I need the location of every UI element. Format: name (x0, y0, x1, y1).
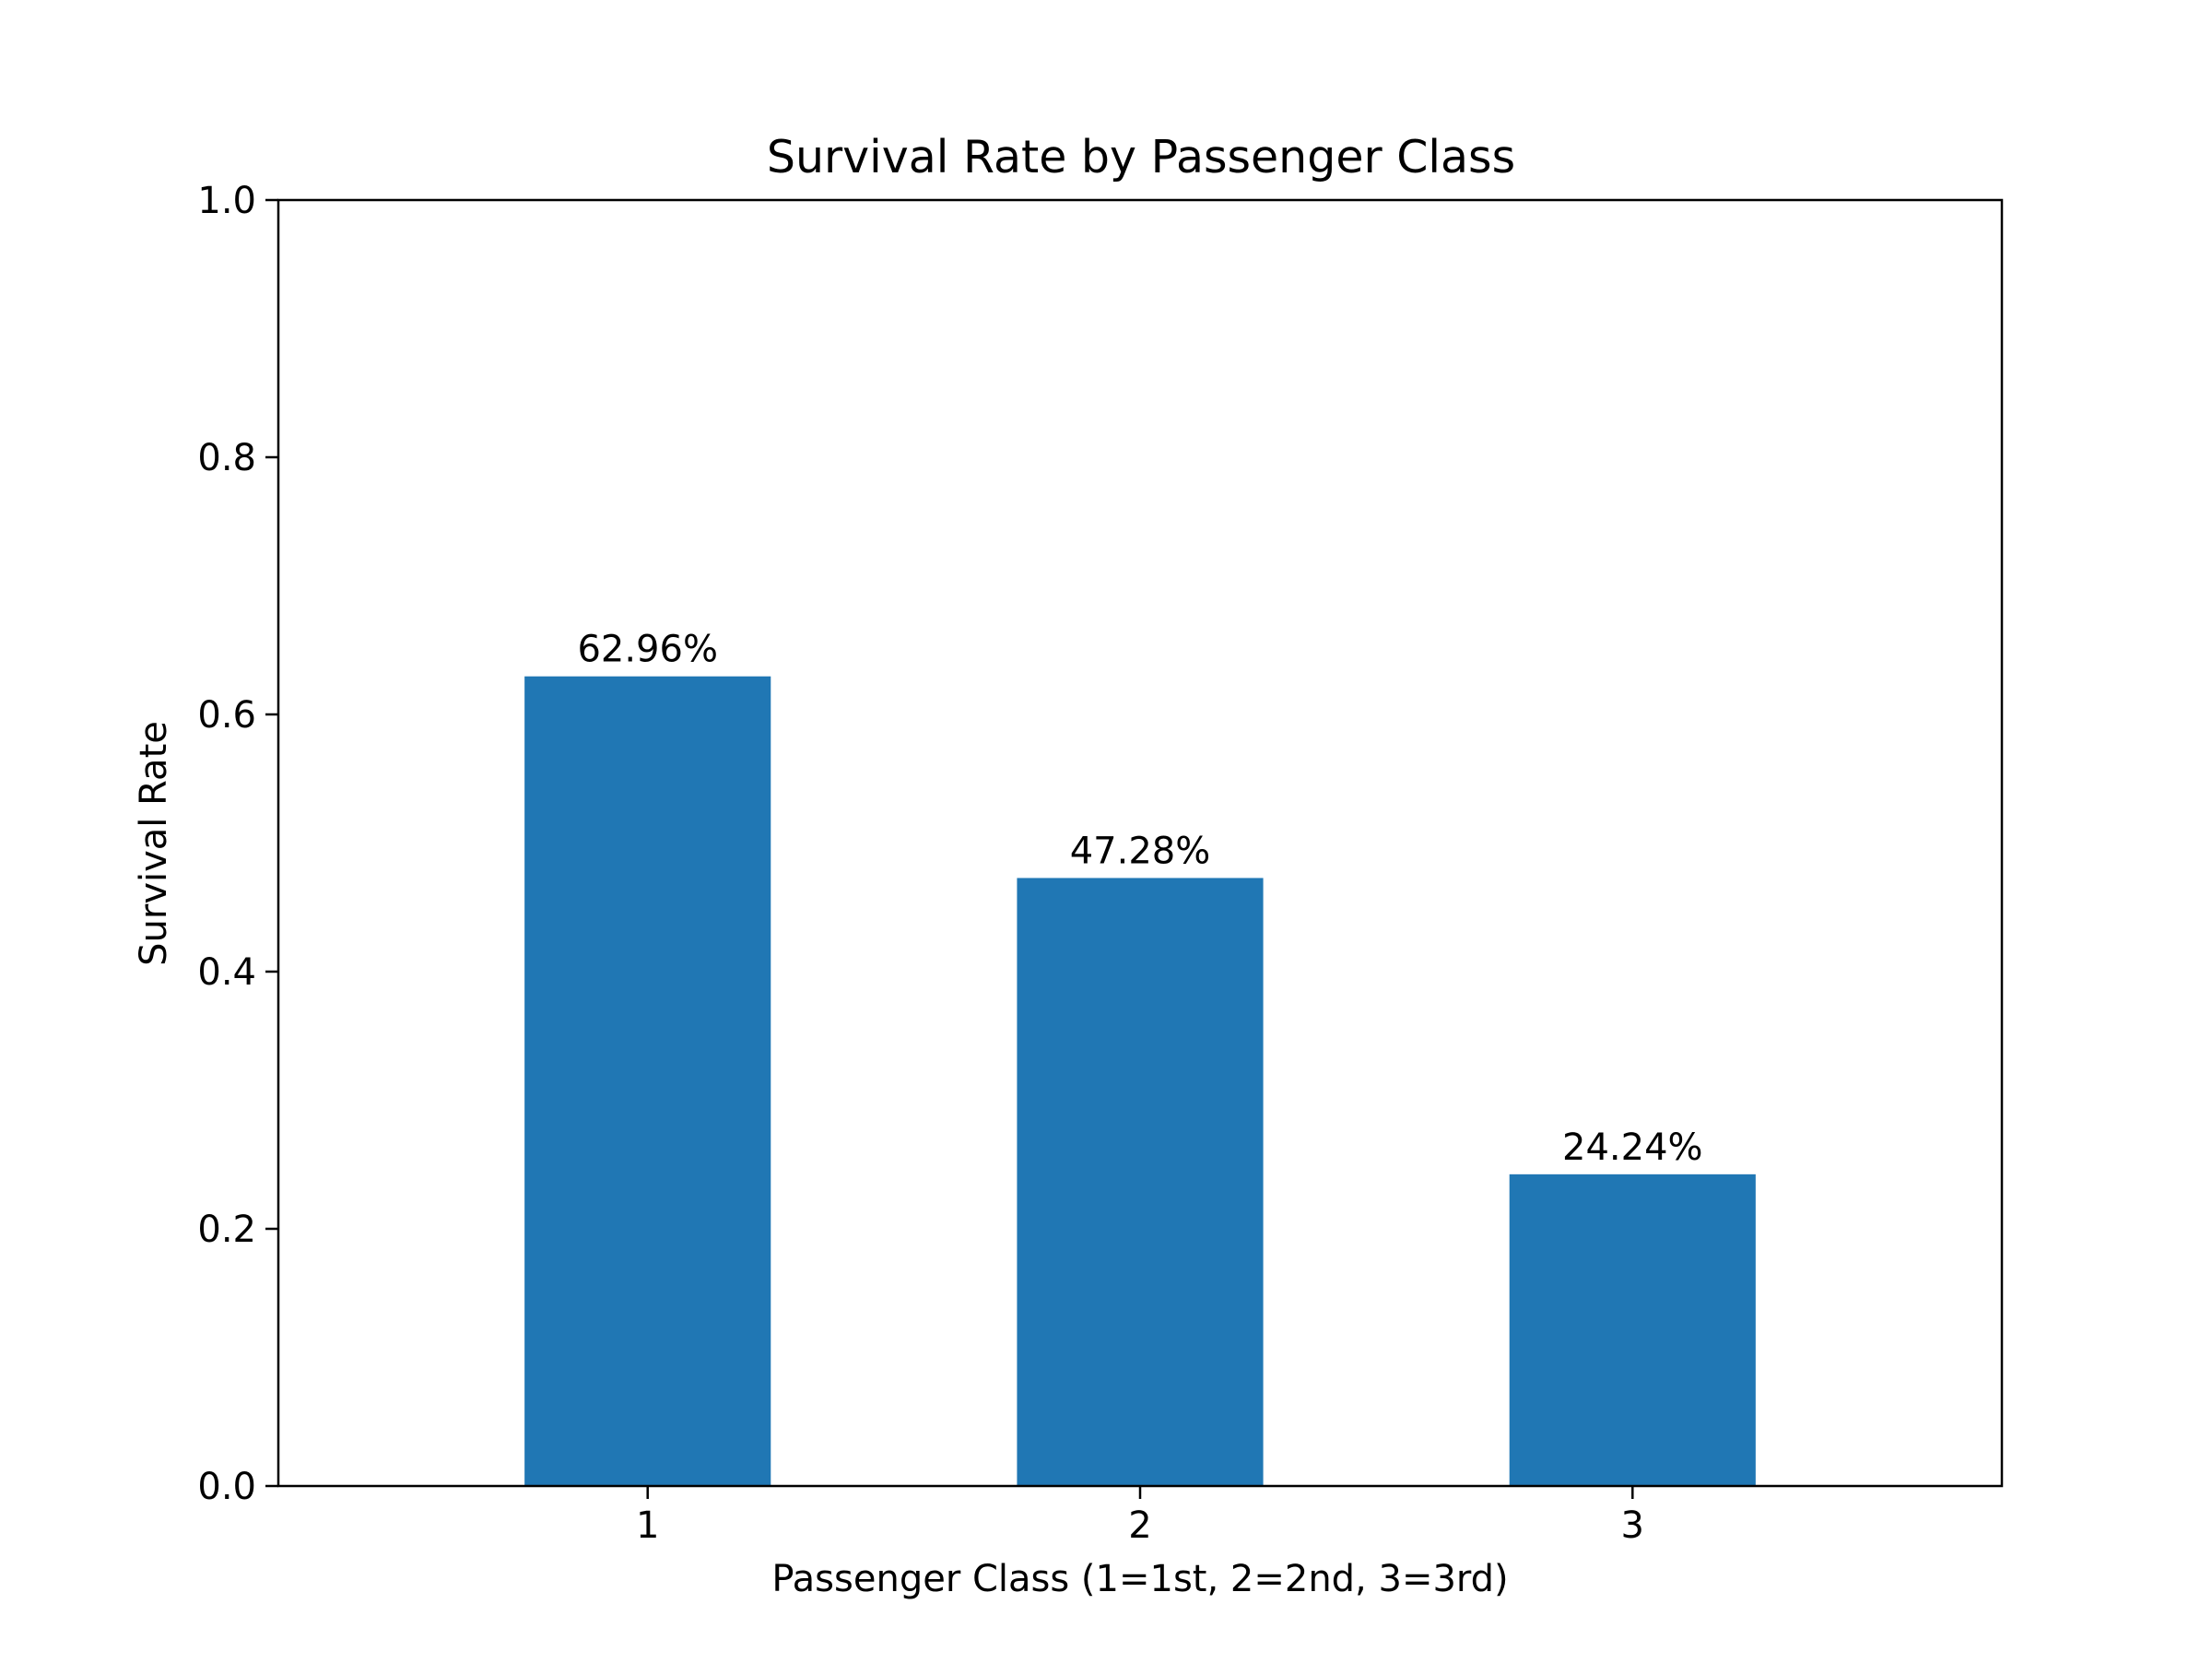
y-tick-label: 1.0 (197, 180, 256, 222)
plot-area-frame (276, 198, 2004, 1488)
y-tick-label: 0.6 (197, 694, 256, 737)
y-axis-ticks: 0.0 0.2 0.4 0.6 0.8 1.0 (197, 180, 278, 1508)
y-tick-label: 0.2 (197, 1209, 256, 1251)
bar (1509, 1174, 1756, 1486)
bar (524, 676, 771, 1486)
bar-value-label: 24.24% (1562, 1126, 1703, 1169)
x-axis-ticks: 1 2 3 (636, 1486, 1644, 1547)
y-tick-label: 0.0 (197, 1466, 256, 1508)
y-tick-label: 0.4 (197, 951, 256, 994)
x-axis-label: Passenger Class (1=1st, 2=2nd, 3=3rd) (771, 1558, 1508, 1600)
bar-data-labels: 62.96% 47.28% 24.24% (577, 629, 1702, 1169)
bar-value-label: 62.96% (577, 629, 718, 671)
bar-value-label: 47.28% (1070, 830, 1211, 872)
x-tick-label: 2 (1128, 1504, 1151, 1547)
x-tick-label: 1 (636, 1504, 659, 1547)
bar-series (524, 676, 1756, 1486)
x-tick-label: 3 (1621, 1504, 1644, 1547)
bar (1017, 878, 1264, 1486)
y-axis-label: Survival Rate (133, 721, 175, 966)
chart-title: Survival Rate by Passenger Class (767, 131, 1515, 183)
y-tick-label: 0.8 (197, 437, 256, 479)
